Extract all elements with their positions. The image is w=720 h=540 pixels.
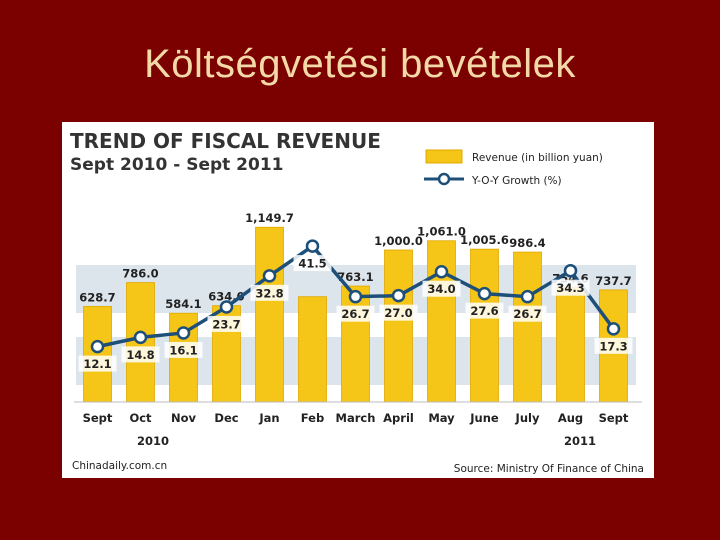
growth-label-box-1: [121, 346, 160, 363]
growth-point-11: [563, 263, 578, 278]
chart-card: 628.7 786.0 584.1 634.0 1,149.7 763.1 1,000.0 1…: [62, 122, 654, 478]
bar-value-label-9: 1,005.6: [460, 233, 509, 247]
growth-point-4: [262, 269, 277, 283]
legend-bar-label: Revenue (in billion yuan): [472, 152, 603, 164]
x-tick-label-6: March: [336, 411, 376, 425]
bar-8: [427, 240, 456, 403]
year-label-last: 2011: [564, 434, 596, 448]
x-tick-label-4: Jan: [258, 411, 279, 425]
growth-point-7: [391, 288, 406, 303]
x-tick-label-7: April: [383, 411, 414, 425]
growth-value-label-1: 14.8: [126, 348, 154, 362]
growth-labels: 12.1 14.8 16.1 23.7 32.8 41.5 26.7 27.0 34.0 27.6…: [78, 255, 633, 372]
growth-label-box-8: [422, 280, 461, 297]
bar-5: [298, 296, 327, 403]
growth-value-label-2: 16.1: [169, 343, 197, 357]
growth-point-12: [606, 322, 621, 336]
bar-value-label-2: 584.1: [165, 297, 201, 311]
legend-bar-swatch: [425, 149, 463, 164]
growth-value-label-10: 26.7: [513, 307, 541, 321]
x-tick-label-10: July: [515, 411, 540, 425]
bar-value-label-8: 1,061.0: [417, 225, 466, 239]
bar-4: [255, 226, 284, 403]
bar-value-label-6: 763.1: [337, 270, 373, 284]
growth-label-box-7: [379, 304, 418, 321]
slide-title: Költségvetési bevételek: [144, 42, 576, 86]
bar-11: [556, 286, 585, 403]
revenue-growth-chart: 628.7786.0584.1634.01,149.7763.11,000.01…: [70, 129, 644, 475]
growth-value-label-9: 27.6: [470, 304, 498, 318]
growth-label-box-9: [465, 302, 504, 319]
growth-label-box-4: [250, 284, 289, 301]
growth-point-2: [176, 326, 191, 340]
growth-point-9: [477, 286, 492, 301]
growth-point-1: [133, 330, 148, 345]
bar-value-label-12: 737.7: [595, 274, 631, 288]
growth-label-box-0: [78, 355, 117, 372]
source-right: Source: Ministry Of Finance of China: [454, 463, 644, 475]
chart-title: TREND OF FISCAL REVENUE: [70, 129, 381, 153]
growth-value-label-7: 27.0: [384, 306, 412, 320]
x-tick-label-12: Sept: [599, 411, 629, 425]
growth-value-label-12: 17.3: [599, 339, 627, 353]
growth-point-0: [90, 339, 105, 354]
growth-point-5: [305, 239, 320, 253]
growth-value-label-11: 34.3: [556, 281, 584, 295]
bar-10: [513, 251, 542, 403]
growth-label-box-2: [164, 341, 203, 358]
legend-line-label: Y-O-Y Growth (%): [471, 175, 562, 187]
growth-value-label-0: 12.1: [83, 357, 111, 371]
bar-9: [470, 248, 499, 403]
growth-point-8: [434, 264, 449, 279]
growth-label-box-12: [594, 337, 633, 354]
bar-0: [83, 306, 112, 403]
x-tick-label-9: June: [469, 411, 499, 425]
bar-value-label-4: 1,149.7: [245, 211, 294, 225]
legend: Revenue (in billion yuan) Y-O-Y Growth (…: [424, 149, 603, 187]
x-axis: Sept Oct Nov Dec Jan Feb March April May June July…: [74, 401, 642, 425]
growth-point-3: [219, 300, 234, 314]
bar-value-label-0: 628.7: [79, 290, 115, 304]
growth-value-label-8: 34.0: [427, 282, 455, 296]
legend-line-marker: [437, 172, 451, 186]
x-tick-label-2: Nov: [171, 411, 197, 425]
growth-line-series: [90, 239, 621, 354]
growth-label-box-6: [336, 305, 375, 322]
growth-value-label-6: 26.7: [341, 307, 369, 321]
bar-value-label-1: 786.0: [122, 267, 158, 281]
growth-value-label-5: 41.5: [298, 257, 326, 271]
growth-value-label-3: 23.7: [212, 317, 240, 331]
year-label-first: 2010: [137, 434, 169, 448]
x-tick-label-3: Dec: [214, 411, 238, 425]
growth-label-box-3: [207, 315, 246, 332]
x-tick-label-5: Feb: [301, 411, 324, 425]
chart-subtitle: Sept 2010 - Sept 2011: [70, 155, 284, 175]
bar-value-label-10: 986.4: [509, 236, 545, 250]
bar-labels: 628.7786.0584.1634.01,149.7763.11,000.01…: [79, 211, 631, 311]
bar-value-label-7: 1,000.0: [374, 234, 423, 248]
x-tick-label-11: Aug: [558, 411, 583, 425]
bar-6: [341, 285, 370, 403]
growth-label-box-11: [551, 279, 590, 296]
x-tick-label-0: Sept: [83, 411, 113, 425]
source-left: Chinadaily.com.cn: [72, 460, 167, 472]
growth-point-10: [520, 289, 535, 304]
growth-label-box-5: [293, 255, 332, 272]
bar-7: [384, 249, 413, 403]
growth-point-6: [348, 289, 363, 304]
x-tick-label-8: May: [428, 411, 455, 425]
growth-value-label-4: 32.8: [255, 286, 283, 300]
growth-label-box-10: [508, 305, 547, 322]
x-tick-label-1: Oct: [129, 411, 152, 425]
